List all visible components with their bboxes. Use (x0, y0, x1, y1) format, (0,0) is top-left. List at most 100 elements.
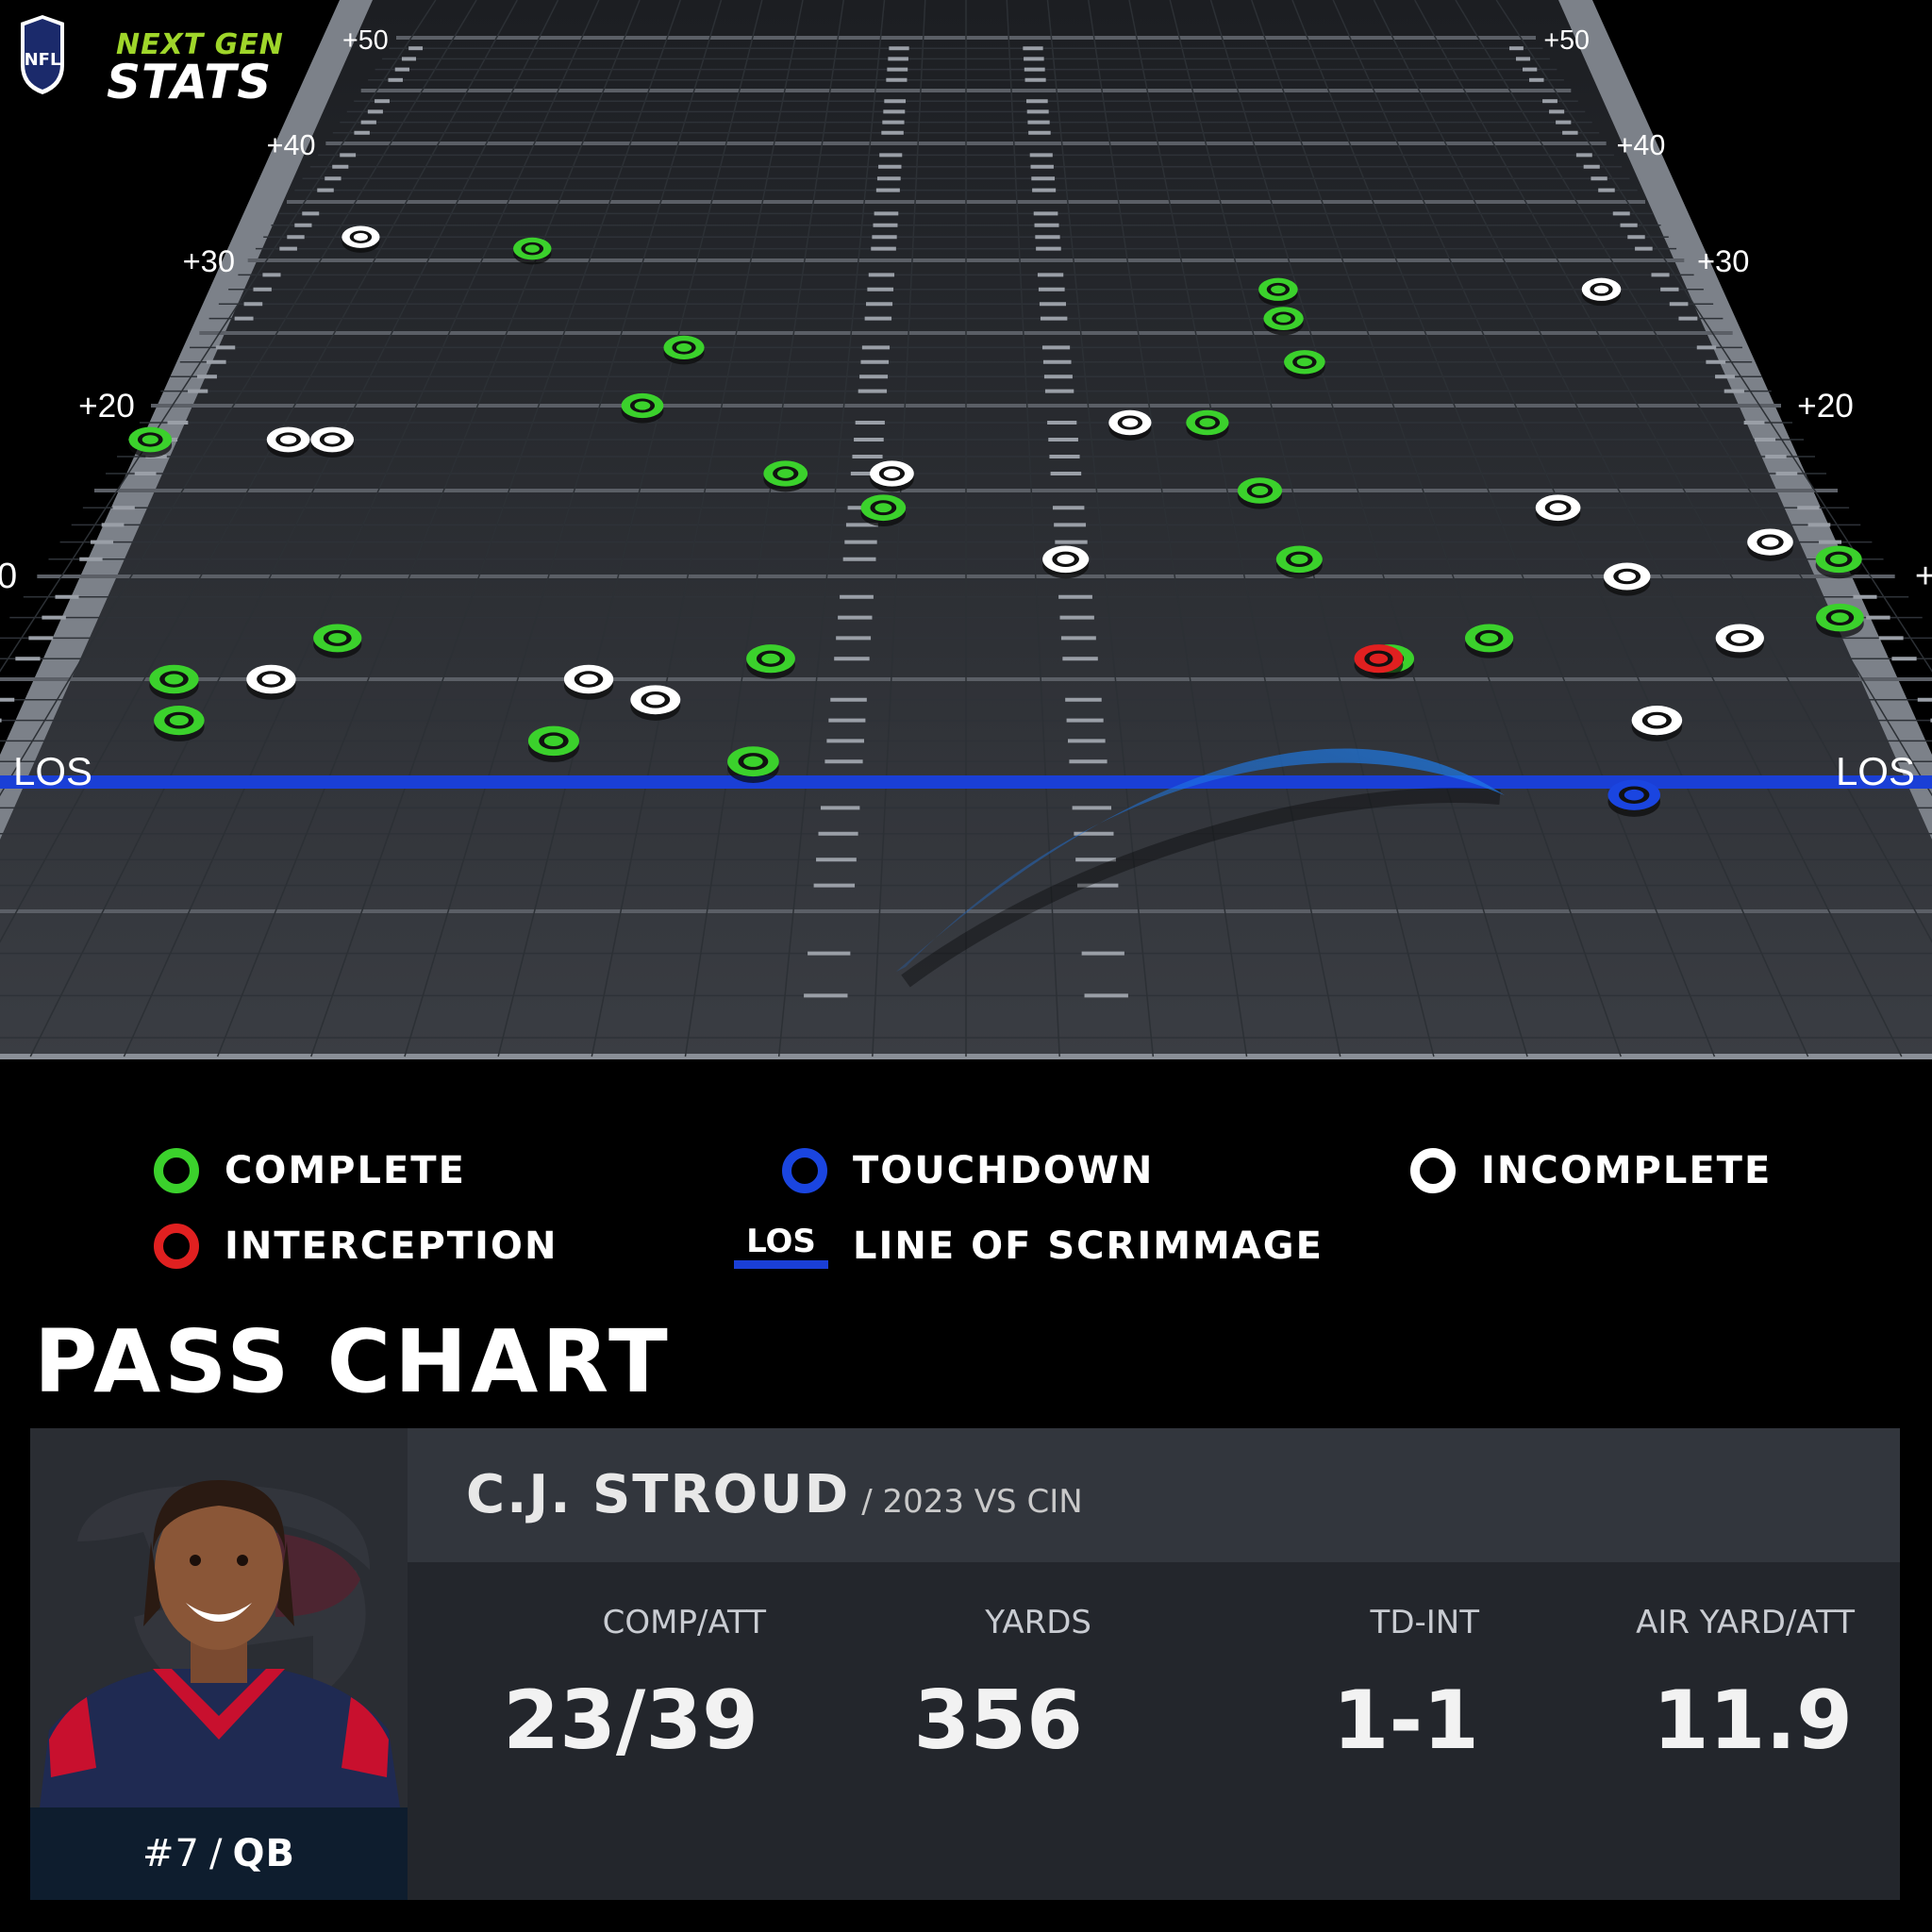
pass-mark-complete (621, 392, 664, 424)
pass-mark-incomplete (1631, 706, 1683, 741)
stat-value-yards: 356 (913, 1674, 1083, 1768)
legend: COMPLETE TOUCHDOWN INCOMPLETE INTERCEPTI… (0, 1132, 1932, 1302)
pass-mark-complete (763, 460, 808, 492)
touchdown-shadow (901, 788, 1501, 988)
grid-column-line (1495, 0, 1932, 673)
pass-mark-complete (149, 664, 199, 700)
pass-mark-complete (1464, 624, 1514, 658)
grid-column-line (591, 0, 804, 1058)
grid-column-line (1332, 0, 1809, 1058)
grid-column-line (0, 0, 437, 673)
stat-value-comp-att: 23/39 (503, 1674, 758, 1768)
yard-label-right-50: +50 (1543, 25, 1590, 56)
grid-column-line (0, 0, 518, 943)
legend-incomplete-label: INCOMPLETE (1481, 1149, 1773, 1192)
legend-complete: COMPLETE (153, 1147, 466, 1194)
yard-label-left-20: +20 (78, 388, 135, 425)
legend-los-label: LINE OF SCRIMMAGE (853, 1224, 1324, 1268)
grid-column-line (1087, 0, 1248, 1058)
pass-mark-complete (128, 426, 173, 458)
logo-line2: STATS (107, 55, 273, 109)
player-number-position: #7 / QB (30, 1807, 408, 1900)
grid-column-line (29, 0, 559, 1058)
player-position: QB (232, 1832, 295, 1875)
pass-mark-incomplete (870, 460, 914, 492)
grid-column-line (1046, 0, 1155, 1058)
pass-mark-complete (663, 335, 705, 365)
svg-text:NFL: NFL (25, 50, 61, 70)
los-label-left: LOS (13, 749, 92, 793)
pass-mark-complete (1237, 477, 1283, 509)
logo-line1: NEXT GEN (116, 28, 284, 61)
los-line (0, 775, 1932, 789)
pass-mark-incomplete (1603, 562, 1651, 596)
caption-separator: / (208, 1832, 224, 1875)
player-number: #7 (142, 1832, 200, 1875)
player-stat-card: #7 / QB C.J. STROUD / 2023 VS CIN COMP/A… (30, 1428, 1900, 1900)
touchdown-arc (896, 748, 1505, 972)
grid-column-line (872, 0, 926, 1058)
pass-mark-incomplete (1042, 545, 1090, 579)
player-photo-panel: #7 / QB (30, 1428, 408, 1900)
grid-column-line (684, 0, 845, 1058)
legend-complete-label: COMPLETE (225, 1149, 466, 1192)
grid-column-line (1209, 0, 1528, 1058)
grid-column-line (404, 0, 723, 1058)
legend-interception: INTERCEPTION (153, 1223, 558, 1270)
pass-mark-complete (1258, 277, 1298, 307)
pass-mark-complete (313, 624, 362, 658)
grid-column-line (310, 0, 681, 1058)
pass-mark-complete (154, 706, 205, 741)
grid-column-line (1373, 0, 1903, 1058)
pass-mark-complete (1186, 409, 1229, 441)
grid-column-line (216, 0, 641, 1058)
complete-ring-icon (154, 1148, 199, 1193)
pass-mark-incomplete (630, 685, 681, 721)
pass-mark-complete (727, 746, 779, 783)
pass-mark-complete (1263, 307, 1304, 336)
yard-label-left-50: +50 (342, 25, 389, 56)
page-title: PASS CHART (34, 1311, 672, 1412)
sideline-left (0, 0, 373, 840)
pass-mark-interception (1354, 644, 1404, 679)
player-photo (40, 1480, 400, 1807)
grid-column-line (1455, 0, 1932, 797)
pass-mark-complete (1816, 603, 1864, 638)
pass-mark-complete (1275, 545, 1323, 579)
grid-column-line (497, 0, 763, 1058)
yard-label-left-10: +10 (0, 556, 17, 596)
pass-mark-incomplete (310, 426, 355, 458)
pass-mark-incomplete (563, 664, 614, 700)
grid-column-line (1006, 0, 1060, 1058)
stat-label-td-int: TD-INT (1370, 1604, 1479, 1641)
los-key-icon: LOS (734, 1223, 828, 1269)
pass-mark-complete (527, 725, 579, 762)
yard-label-right-10: +10 (1915, 556, 1932, 596)
legend-los: LOS LINE OF SCRIMMAGE (734, 1223, 1324, 1269)
pass-mark-incomplete (246, 664, 296, 700)
pass-mark-incomplete (1581, 277, 1622, 307)
yard-label-right-30: +30 (1697, 243, 1749, 278)
pass-mark-incomplete (1715, 624, 1764, 658)
field-hashes (0, 46, 1932, 998)
grid-column-line (0, 0, 477, 797)
pass-mark-complete (860, 494, 907, 527)
pass-mark-complete (1815, 545, 1862, 579)
legend-interception-label: INTERCEPTION (225, 1224, 558, 1268)
pass-mark-incomplete (1108, 409, 1152, 441)
incomplete-ring-icon (1410, 1148, 1456, 1193)
stat-value-air-yard: 11.9 (1652, 1674, 1853, 1768)
pass-mark-incomplete (266, 426, 310, 458)
player-context: / 2023 VS CIN (861, 1483, 1083, 1521)
pass-mark-incomplete (1747, 528, 1793, 561)
stat-value-td-int: 1-1 (1332, 1674, 1479, 1768)
legend-touchdown: TOUCHDOWN (781, 1147, 1154, 1194)
touchdown-ring-icon (782, 1148, 827, 1193)
grid-column-line (777, 0, 886, 1058)
player-name: C.J. STROUD (466, 1464, 851, 1525)
grid-column-line (1291, 0, 1716, 1058)
nfl-shield-icon: NFL (21, 15, 64, 94)
grid-column-line (1128, 0, 1341, 1058)
grid-column-line (123, 0, 600, 1058)
pass-mark-touchdown (1607, 779, 1660, 817)
